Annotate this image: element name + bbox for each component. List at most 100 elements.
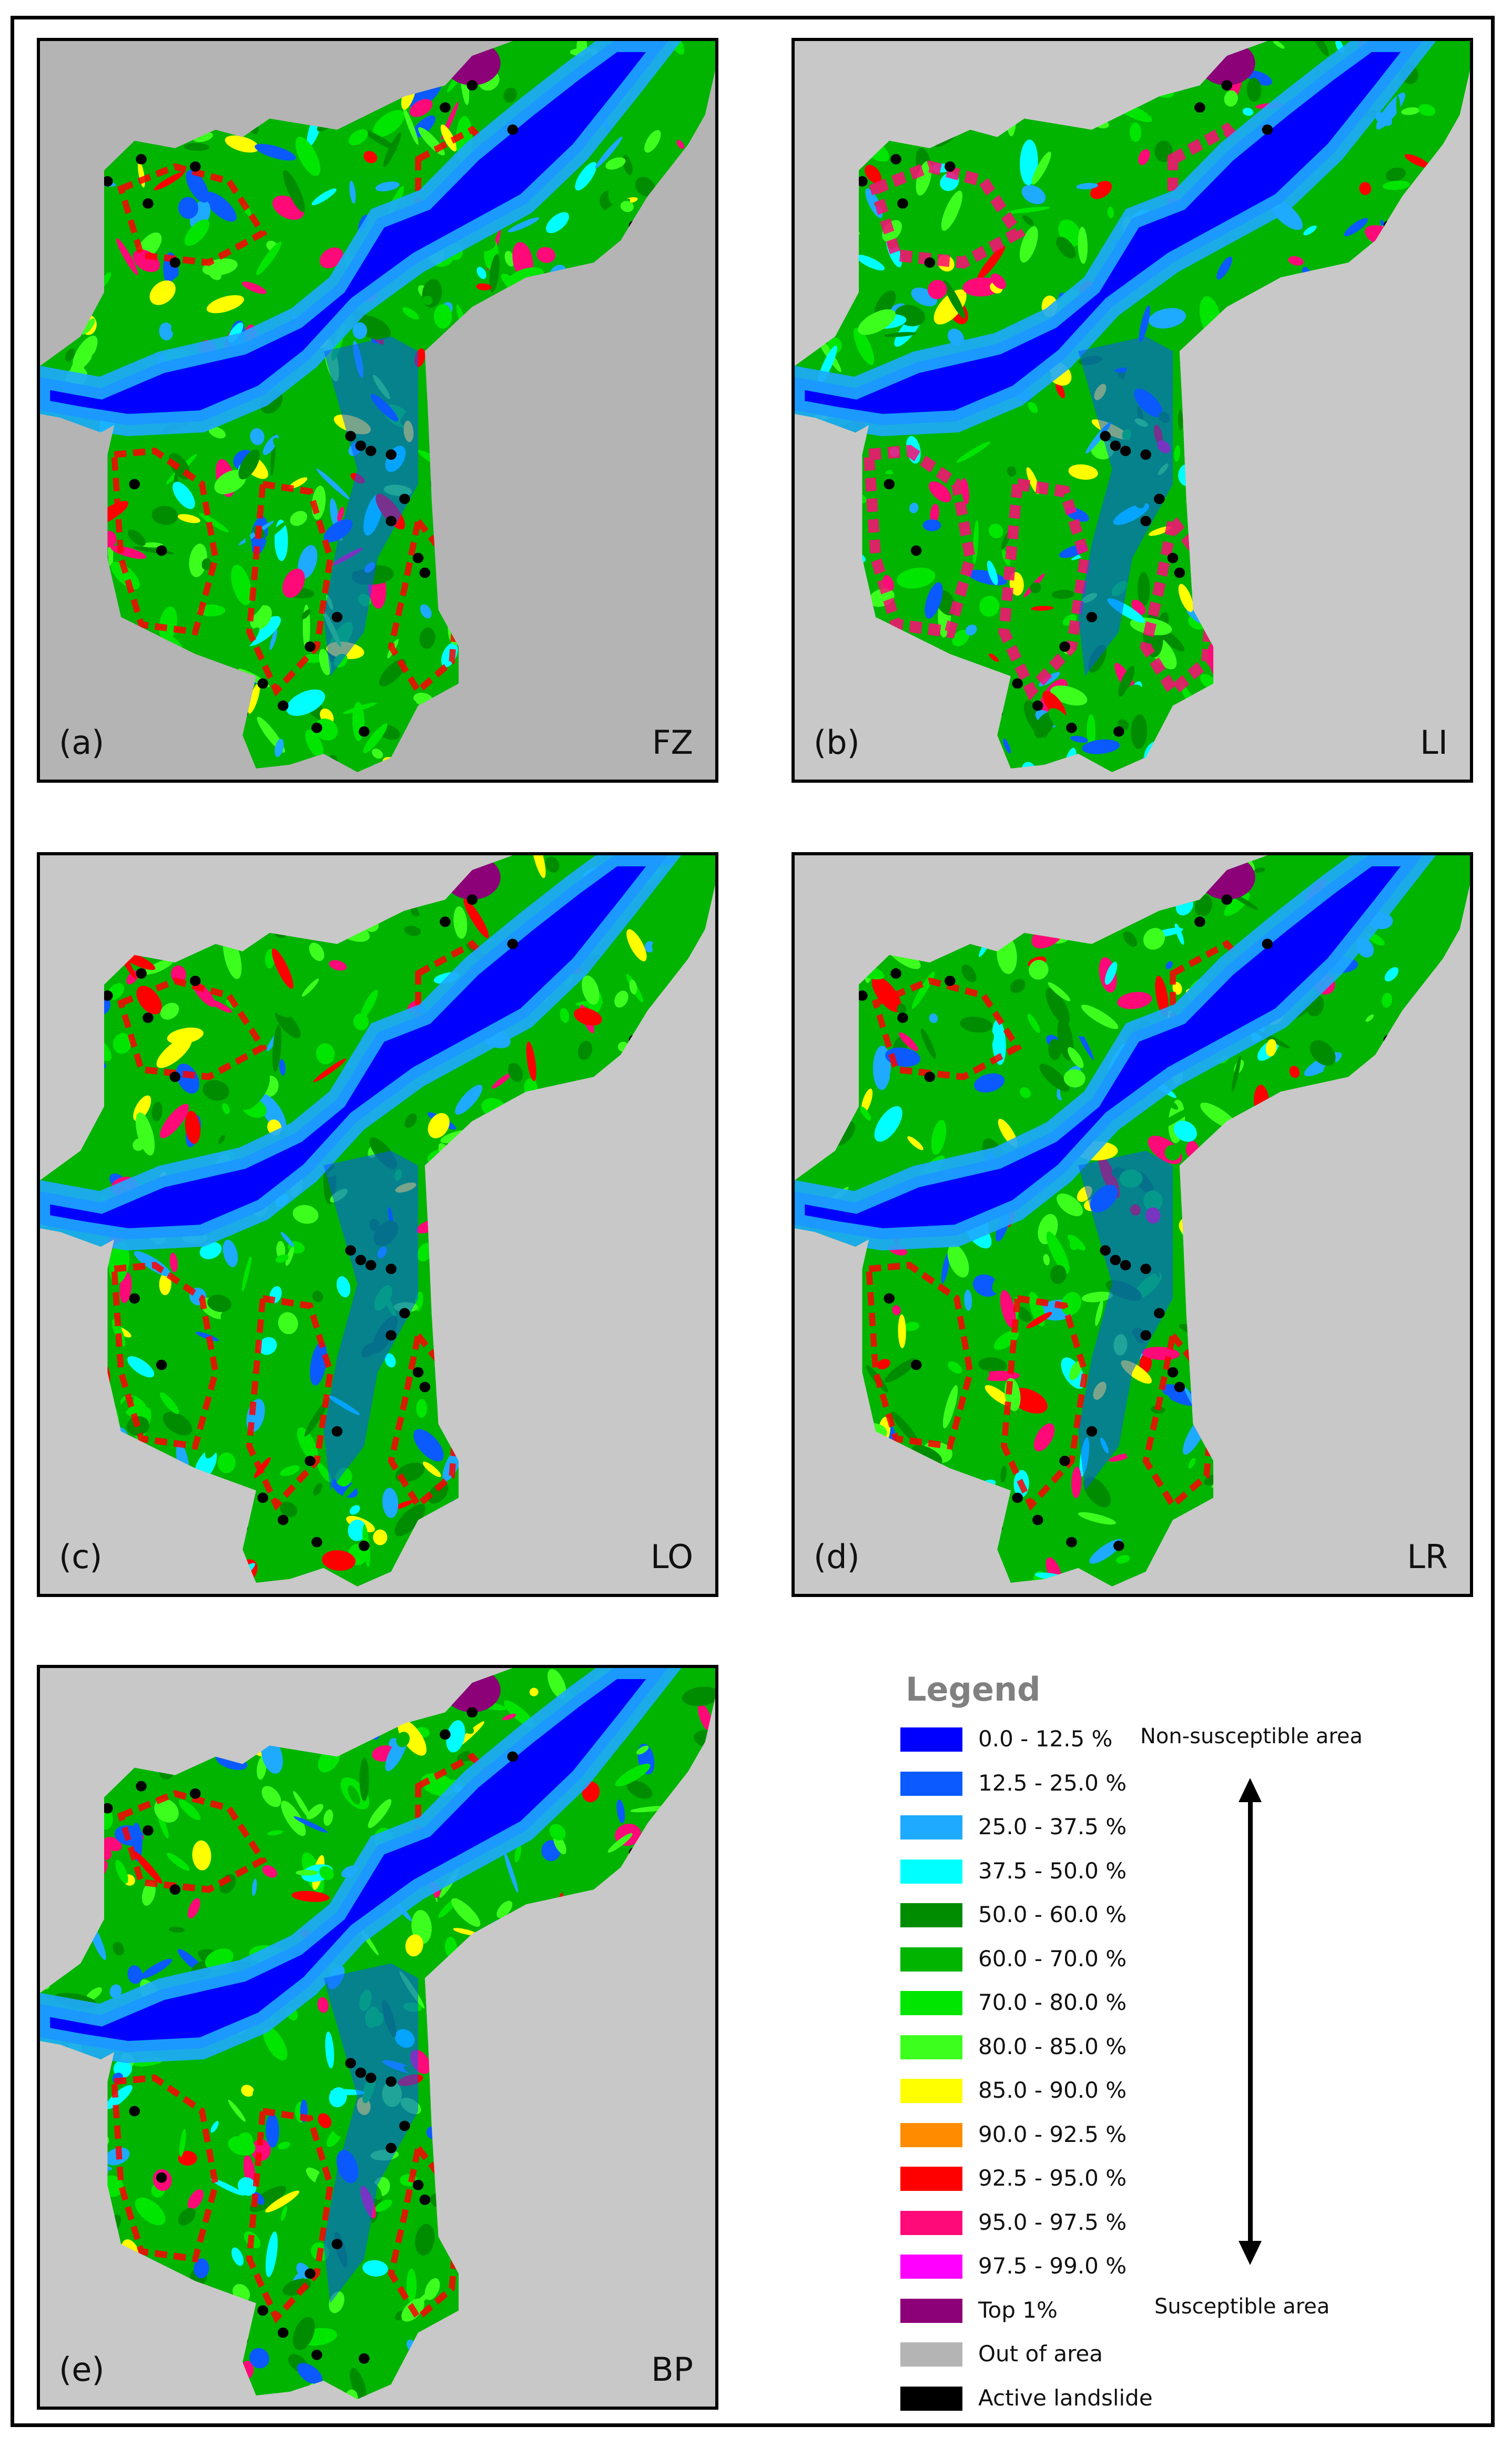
susceptibility-patch	[375, 2199, 392, 2212]
susceptibility-patch	[402, 307, 419, 320]
susceptibility-patch	[455, 1085, 483, 1115]
active-landslide	[359, 726, 370, 737]
susceptibility-patch	[1028, 959, 1049, 980]
susceptibility-patch	[1117, 992, 1152, 1009]
scale-arrow-shaft	[1248, 1799, 1253, 2246]
active-landslide	[365, 446, 377, 457]
susceptibility-patch	[1039, 1064, 1070, 1092]
susceptibility-patch	[874, 1106, 902, 1142]
legend-item: 50.0 - 60.0 %	[900, 1899, 1216, 1931]
model-label-lo: LO	[650, 1538, 693, 1576]
susceptibility-patch	[1027, 1014, 1040, 1033]
susceptibility-patch	[189, 543, 207, 578]
susceptibility-patch	[1232, 1055, 1241, 1092]
high-susceptibility-band	[117, 1790, 268, 1893]
susceptibility-patch	[350, 2368, 367, 2399]
susceptibility-patch	[248, 683, 260, 714]
susceptibility-patch	[167, 1027, 204, 1044]
susceptibility-patch	[428, 1482, 449, 1504]
susceptibility-patch	[359, 1757, 369, 1802]
susceptibility-patch	[890, 1062, 903, 1084]
susceptibility-patch	[992, 1019, 1006, 1065]
susceptibility-patch	[163, 1412, 192, 1436]
susceptibility-patch	[1138, 149, 1150, 165]
susceptibility-patch	[178, 197, 198, 219]
susceptibility-patch	[531, 855, 546, 878]
susceptibility-patch	[1224, 90, 1238, 107]
susceptibility-patch	[1118, 665, 1135, 697]
valley-low-susceptibility	[1078, 336, 1173, 676]
legend-item: 0.0 - 12.5 %	[900, 1724, 1216, 1755]
susceptibility-patch	[1174, 445, 1180, 462]
susceptibility-patch	[363, 723, 388, 753]
legend-label: 70.0 - 80.0 %	[978, 1989, 1127, 2015]
legend-label: Active landslide	[978, 2384, 1153, 2411]
active-landslide	[1113, 726, 1124, 737]
susceptibility-patch	[304, 1398, 330, 1437]
susceptibility-patch	[297, 2363, 323, 2385]
susceptibility-patch	[1246, 78, 1262, 102]
active-landslide	[1086, 1426, 1098, 1437]
susceptibility-patch	[476, 267, 486, 279]
river-bank	[795, 855, 1445, 1251]
susceptibility-patch	[159, 1392, 179, 1414]
active-landslide	[143, 1825, 154, 1836]
susceptibility-patch	[250, 428, 265, 446]
susceptibility-patch	[145, 182, 165, 221]
active-landslide	[311, 722, 322, 733]
active-landslide	[143, 1013, 154, 1023]
susceptibility-patch	[1121, 1432, 1137, 1471]
active-landslide	[924, 257, 936, 268]
active-landslide	[1012, 678, 1023, 689]
susceptibility-patch	[225, 135, 259, 153]
map-panel-e: (e) BP	[37, 1665, 718, 2410]
valley-low-susceptibility	[1078, 1150, 1173, 1491]
susceptibility-patch	[1303, 225, 1317, 236]
valley-low-susceptibility	[323, 1963, 419, 2303]
susceptibility-patch	[1312, 41, 1329, 56]
active-landslide	[331, 612, 343, 622]
susceptibility-patch	[1000, 1465, 1007, 1482]
susceptibility-patch	[489, 254, 500, 293]
susceptibility-patch	[508, 217, 540, 233]
susceptibility-patch	[384, 1353, 396, 1368]
river-low-susceptibility	[40, 41, 668, 426]
susceptibility-patch	[853, 327, 875, 365]
susceptibility-patch	[992, 1261, 1029, 1294]
susceptibility-patch	[363, 150, 378, 164]
high-susceptibility-band	[111, 447, 219, 636]
susceptibility-patch	[266, 2113, 279, 2148]
active-landslide	[890, 154, 901, 165]
susceptibility-patch	[1265, 1039, 1277, 1057]
active-landslide	[1120, 446, 1131, 457]
susceptibility-patch	[311, 188, 337, 206]
susceptibility-patch	[278, 1312, 298, 1335]
susceptibility-patch	[317, 1997, 329, 2013]
active-landslide	[924, 1072, 936, 1083]
susceptibility-patch	[960, 1016, 993, 1033]
susceptibility-patch	[280, 1465, 300, 1477]
active-landslide	[1262, 938, 1273, 949]
active-landslide	[136, 154, 147, 165]
susceptibility-patch	[186, 169, 209, 203]
susceptibility-patch	[127, 1356, 155, 1378]
scale-arrow-up-icon	[1239, 1778, 1262, 1802]
active-landslide	[1167, 552, 1179, 563]
susceptibility-patch	[858, 309, 896, 335]
model-label-fz: FZ	[652, 723, 693, 762]
susceptibility-patch	[925, 582, 943, 619]
high-susceptibility-band	[117, 977, 268, 1080]
panel-letter-c: (c)	[59, 1538, 103, 1576]
active-landslide	[331, 1426, 343, 1437]
susceptibility-patch	[382, 1488, 399, 1518]
susceptibility-patch	[362, 2260, 388, 2277]
susceptibility-patch	[249, 2186, 287, 2212]
susceptibility-patch	[1118, 623, 1137, 645]
active-landslide	[945, 161, 956, 172]
susceptibility-patch	[393, 1500, 413, 1510]
susceptibility-patch	[928, 481, 951, 502]
susceptibility-patch	[405, 1934, 423, 1957]
susceptibility-patch	[453, 1928, 478, 1936]
susceptibility-patch	[899, 1032, 919, 1052]
susceptibility-patch	[993, 1330, 1019, 1350]
